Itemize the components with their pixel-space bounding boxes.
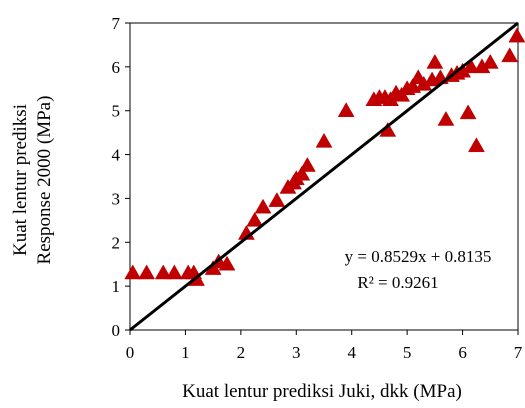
data-point — [462, 58, 480, 74]
data-points — [124, 27, 525, 286]
y-axis-title: Kuat lentur prediksi Response 2000 (MPa) — [10, 96, 55, 265]
x-axis-title: Kuat lentur prediksi Juki, dkk (MPa) — [182, 381, 462, 402]
y-tick-label: 5 — [112, 102, 121, 121]
y-axis-title-line-1: Kuat lentur prediksi — [10, 104, 31, 256]
x-tick-label: 2 — [237, 343, 246, 362]
data-point — [154, 264, 172, 280]
r-squared-label: R² = 0.9261 — [357, 273, 438, 292]
data-point — [298, 157, 316, 172]
y-tick-label: 4 — [112, 146, 121, 165]
x-tick-label: 5 — [403, 343, 412, 362]
fit-line-group — [129, 21, 519, 332]
data-point — [508, 27, 525, 43]
data-point — [246, 211, 264, 227]
data-point — [467, 137, 485, 153]
data-point — [437, 110, 455, 126]
data-point — [501, 47, 519, 63]
x-tick-label: 7 — [514, 343, 523, 362]
y-axis-title-line-2: Response 2000 (MPa) — [34, 96, 55, 265]
data-point — [426, 53, 444, 69]
data-point — [337, 102, 355, 117]
plot-border — [129, 22, 519, 331]
data-point — [481, 53, 499, 69]
data-point — [268, 192, 286, 207]
data-point — [459, 104, 477, 120]
x-tick-label: 0 — [126, 343, 135, 362]
y-tick-label: 6 — [112, 58, 121, 77]
x-tick-label: 3 — [292, 343, 301, 362]
data-point — [293, 165, 311, 181]
y-tick-label: 7 — [112, 14, 121, 33]
x-tick-label: 1 — [181, 343, 190, 362]
data-point — [138, 264, 156, 280]
y-tick-label: 2 — [112, 233, 121, 252]
data-point — [315, 132, 333, 148]
y-tick-label: 0 — [112, 321, 121, 340]
y-tick-label: 3 — [112, 189, 121, 208]
fit-line — [129, 21, 519, 332]
data-point — [124, 264, 142, 280]
data-point — [218, 255, 236, 271]
y-tick-label: 1 — [112, 277, 121, 296]
x-tick-label: 4 — [347, 343, 356, 362]
data-point — [254, 198, 272, 214]
regression-equation: y = 0.8529x + 0.8135 — [345, 247, 492, 266]
plot-area — [129, 22, 519, 331]
y-axis-ticks: 0 1 2 3 4 5 6 7 — [112, 14, 130, 340]
x-axis-ticks: 0 1 2 3 4 5 6 7 — [126, 330, 523, 362]
x-tick-label: 6 — [458, 343, 467, 362]
data-point — [165, 264, 183, 280]
